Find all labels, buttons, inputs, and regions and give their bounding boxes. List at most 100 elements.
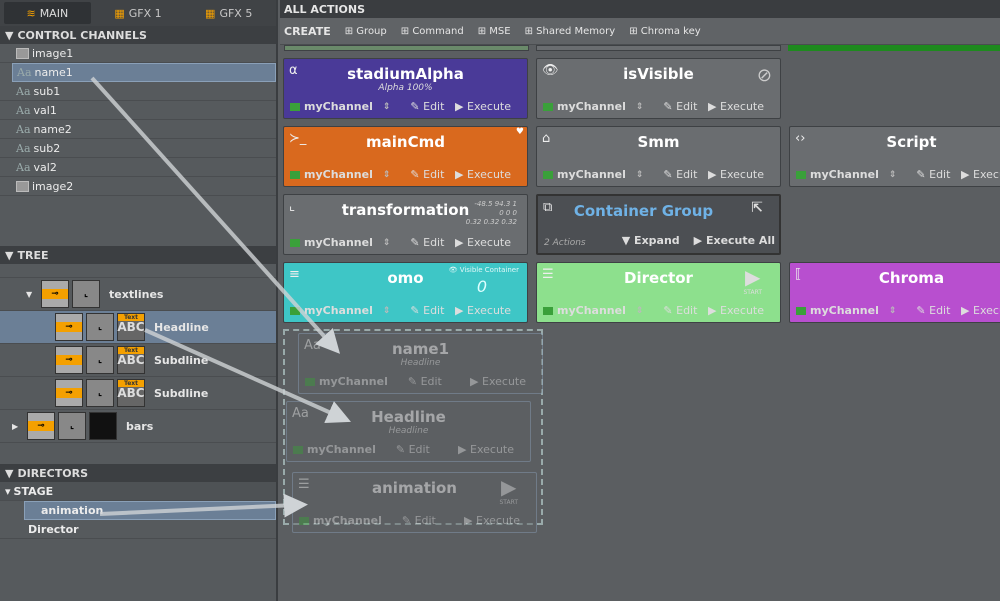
tab-gfx1[interactable]: ▦ GFX 1 [95, 2, 182, 24]
channel-stepper-icon[interactable]: ⇕ [635, 101, 644, 112]
channel-select[interactable]: myChannel [307, 443, 376, 456]
execute-button[interactable]: ▶ Execute [470, 375, 526, 388]
tab-main[interactable]: ≋ MAIN [4, 2, 91, 24]
execute-button[interactable]: ▶ Execute [455, 236, 511, 249]
tree-item[interactable]: ▼ ⊸ ⌞ textlines [0, 278, 276, 311]
channel-item[interactable]: image1 [0, 44, 276, 63]
edit-button[interactable]: ✎ Edit [410, 304, 445, 317]
channel-stepper-icon[interactable]: ⇕ [888, 305, 897, 316]
edit-button[interactable]: ✎ Edit [916, 168, 951, 181]
edit-button[interactable]: ✎ Edit [401, 514, 436, 527]
channel-item[interactable]: Aa val2 [0, 158, 276, 177]
button-label: MSE [489, 25, 511, 37]
edit-button[interactable]: ✎ Edit [663, 100, 698, 113]
visibility-toggle-icon[interactable]: ⊘ [756, 65, 772, 86]
channel-select[interactable]: myChannel [557, 100, 626, 113]
action-card-script[interactable]: ‹› Script myChannel ⇕ ✎ Edit ▶ Execute [789, 126, 1000, 187]
chroma-key-add-icon: ⊞ [629, 25, 641, 37]
directors-header[interactable]: ▼ DIRECTORS [0, 464, 276, 482]
director-item[interactable]: Director [0, 520, 276, 539]
execute-button[interactable]: ▶ Execute [455, 168, 511, 181]
expand-button[interactable]: ▼ Expand [621, 233, 680, 247]
execute-button[interactable]: ▶ Execute [708, 304, 764, 317]
execute-button[interactable]: ▶ Execute [708, 168, 764, 181]
channel-item[interactable]: Aa val1 [0, 101, 276, 120]
channel-select[interactable]: myChannel [810, 168, 879, 181]
card-footer: myChannel ⇕ ✎ Edit ▶ Execute [290, 100, 523, 113]
action-card-isvisible[interactable]: 👁 isVisible ⊘ myChannel ⇕ ✎ Edit ▶ Execute [536, 58, 781, 119]
director-item[interactable]: animation [24, 501, 276, 520]
action-card-smm[interactable]: ⌂ Smm myChannel ⇕ ✎ Edit ▶ Execute [536, 126, 781, 187]
channel-item[interactable]: Aa sub2 [0, 139, 276, 158]
edit-button[interactable]: ✎ Edit [410, 236, 445, 249]
channel-select[interactable]: myChannel [557, 168, 626, 181]
channel-item[interactable]: Aa sub1 [0, 82, 276, 101]
tab-gfx5[interactable]: ▦ GFX 5 [185, 2, 272, 24]
action-card-name1[interactable]: Aa name1 Headline myChannel ✎ Edit ▶ Execute [298, 333, 543, 394]
channel-stepper-icon[interactable]: ⇕ [635, 305, 644, 316]
expander-icon[interactable]: ▶ [12, 421, 19, 431]
channel-select[interactable]: myChannel [319, 375, 388, 388]
channel-stepper-icon[interactable]: ⇕ [382, 237, 391, 248]
edit-button[interactable]: ✎ Edit [410, 168, 445, 181]
channel-stepper-icon[interactable]: ⇕ [635, 169, 644, 180]
execute-button[interactable]: ▶ Execute [961, 304, 1000, 317]
tree-header[interactable]: ▼ TREE [0, 246, 276, 264]
channel-select[interactable]: myChannel [313, 514, 382, 527]
create-mse-button[interactable]: ⊞ MSE [478, 26, 511, 37]
action-card-container-group[interactable]: ⧉ Container Group 2 Actions ▼ Expand ▶ Execu… [536, 194, 781, 255]
edit-button[interactable]: ✎ Edit [407, 375, 442, 388]
channel-select[interactable]: myChannel [557, 304, 626, 317]
tree-item[interactable]: ⊸⌞ABC Headline [0, 311, 276, 344]
action-card-director[interactable]: ☰ Director ▶ START myChannel ⇕ ✎ Edit ▶ Execute [536, 262, 781, 323]
execute-button[interactable]: ▶ Execute [455, 100, 511, 113]
transform-icon: ⌞ [86, 379, 114, 407]
edit-button[interactable]: ✎ Edit [410, 100, 445, 113]
stage-header[interactable]: ▾ STAGE [0, 482, 276, 501]
channel-stepper-icon[interactable]: ⇕ [382, 305, 391, 316]
create-group-button[interactable]: ⊞ Group [345, 26, 387, 37]
action-card-omo[interactable]: ≡ omo 👁 Visible Container 0 myChannel ⇕ ✎ Edit… [283, 262, 528, 323]
channel-item[interactable]: Aa name2 [0, 120, 276, 139]
channel-select[interactable]: myChannel [304, 304, 373, 317]
edit-button[interactable]: ✎ Edit [916, 304, 951, 317]
action-card-animation[interactable]: ☰ animation ▶ START myChannel ✎ Edit ▶ Execute [292, 472, 537, 533]
action-card-chroma[interactable]: ⟦ Chroma myChannel ⇕ ✎ Edit ▶ Execute [789, 262, 1000, 323]
channel-stepper-icon[interactable]: ⇕ [382, 169, 391, 180]
expander-icon[interactable]: ▼ [26, 289, 33, 299]
channel-select[interactable]: myChannel [304, 100, 373, 113]
start-button[interactable]: ▶ START [743, 265, 762, 296]
execute-all-button[interactable]: ▶ Execute All [693, 233, 775, 247]
action-card-maincmd[interactable]: ≻_ mainCmd ♥ myChannel ⇕ ✎ Edit ▶ Execute [283, 126, 528, 187]
tree-item[interactable]: ▶ ⊸ ⌞ bars [0, 410, 276, 443]
action-card-headline[interactable]: Aa Headline Headline myChannel ✎ Edit ▶ Execu… [286, 401, 531, 462]
channel-item[interactable]: Aa name1 [12, 63, 276, 82]
create-chroma-key-button[interactable]: ⊞ Chroma key [629, 26, 700, 37]
tree-item[interactable]: ⊸⌞ABC Subdline [0, 377, 276, 410]
channel-select[interactable]: myChannel [304, 168, 373, 181]
action-card-stadiumalpha[interactable]: α stadiumAlpha Alpha 100% myChannel ⇕ ✎ Edit ▶… [283, 58, 528, 119]
create-command-button[interactable]: ⊞ Command [401, 26, 464, 37]
execute-button[interactable]: ▶ Execute [455, 304, 511, 317]
channel-select[interactable]: myChannel [810, 304, 879, 317]
edit-button[interactable]: ✎ Edit [663, 304, 698, 317]
execute-button[interactable]: ▶ Execute [464, 514, 520, 527]
edit-button[interactable]: ✎ Edit [395, 443, 430, 456]
card-title: mainCmd [366, 133, 445, 151]
execute-into-icon[interactable]: ⇱ [751, 200, 763, 216]
create-shared-memory-button[interactable]: ⊞ Shared Memory [525, 26, 616, 37]
channel-stepper-icon[interactable]: ⇕ [888, 169, 897, 180]
execute-button[interactable]: ▶ Execute [458, 443, 514, 456]
control-channels-header[interactable]: ▼ CONTROL CHANNELS [0, 26, 276, 44]
execute-button[interactable]: ▶ Execute [708, 100, 764, 113]
tree-item[interactable]: ⊸⌞ABC Subdline [0, 344, 276, 377]
card-title: Smm [637, 133, 680, 151]
edit-button[interactable]: ✎ Edit [663, 168, 698, 181]
channel-select[interactable]: myChannel [304, 236, 373, 249]
channel-item[interactable]: image2 [0, 177, 276, 196]
card-footer: myChannel ✎ Edit ▶ Execute [305, 375, 538, 388]
start-button[interactable]: ▶ START [499, 475, 518, 506]
execute-button[interactable]: ▶ Execute [961, 168, 1000, 181]
channel-stepper-icon[interactable]: ⇕ [382, 101, 391, 112]
